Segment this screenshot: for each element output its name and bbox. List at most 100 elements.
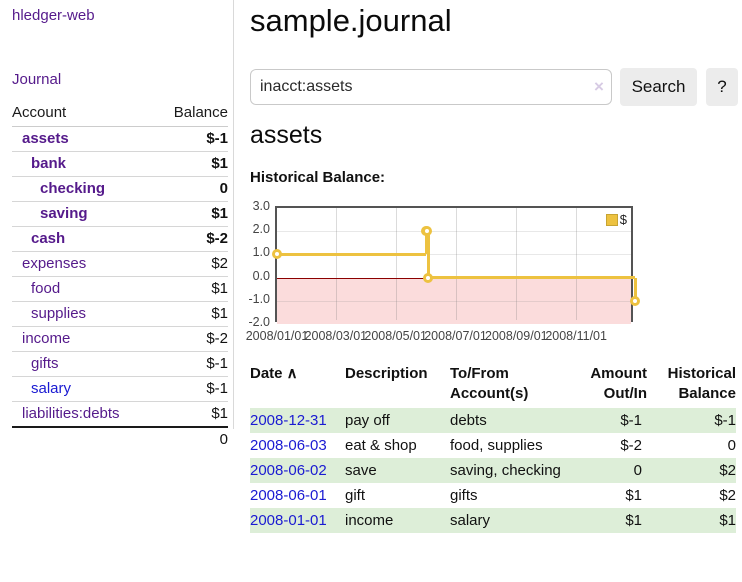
register-col-header-line1: Historical xyxy=(667,365,736,382)
register-row: 2008-06-01 gift gifts $1 $2 xyxy=(250,483,736,508)
x-axis-tick-label: 2008/11/01 xyxy=(545,329,607,343)
chart-gridline xyxy=(395,208,397,320)
chart-data-point xyxy=(272,249,282,260)
account-name-cell: gifts xyxy=(12,351,156,377)
transaction-date-link[interactable]: 2008-01-01 xyxy=(250,512,327,529)
register-col-header-line1: Date ∧ xyxy=(250,365,298,382)
sidebar-account-link[interactable]: supplies xyxy=(31,305,87,322)
account-row: salary $-1 xyxy=(12,376,228,402)
chart-gridline xyxy=(277,254,631,256)
account-balance: $-2 xyxy=(155,226,228,252)
account-name-cell: salary xyxy=(12,376,156,402)
y-axis-tick-label: 2.0 xyxy=(252,222,270,237)
legend-label: $ xyxy=(619,212,627,227)
search-form: × Search ? xyxy=(250,68,742,106)
register-col-header: To/From Account(s) xyxy=(450,362,562,408)
clear-search-icon[interactable]: × xyxy=(594,77,604,96)
accounts-total-row: 0 xyxy=(12,426,228,452)
account-row: income $-2 xyxy=(12,326,228,352)
sidebar-account-link[interactable]: bank xyxy=(31,155,67,172)
register-description-cell: income xyxy=(345,508,450,533)
x-axis-tick-label: 2008/05/01 xyxy=(364,329,427,343)
chart-gridline xyxy=(576,208,578,320)
account-name-cell: supplies xyxy=(12,301,156,327)
chart-gridline xyxy=(277,300,631,302)
chart-line-segment xyxy=(277,252,427,256)
chart-line-segment xyxy=(633,277,637,301)
help-button[interactable]: ? xyxy=(706,68,738,106)
register-col-header: Amount Out/In xyxy=(562,362,647,408)
register-row: 2008-06-03 eat & shop food, supplies $-2 0 xyxy=(250,433,736,458)
account-balance: $1 xyxy=(155,301,228,327)
account-balance: $1 xyxy=(155,201,228,227)
transaction-date-link[interactable]: 2008-06-03 xyxy=(250,437,327,454)
sidebar-account-link[interactable]: assets xyxy=(22,130,69,147)
account-balance: $1 xyxy=(155,151,228,177)
register-col-header[interactable]: Date ∧ xyxy=(250,362,345,408)
transaction-date-link[interactable]: 2008-12-31 xyxy=(250,412,327,429)
register-date-cell: 2008-01-01 xyxy=(250,508,345,533)
account-row: checking 0 xyxy=(12,176,228,202)
account-name-cell: cash xyxy=(12,226,156,252)
account-row: bank $1 xyxy=(12,151,228,177)
register-date-cell: 2008-06-01 xyxy=(250,483,345,508)
register-col-header-line1: To/From xyxy=(450,365,509,382)
register-table: Date ∧ Description To/From Account(s) Amount… xyxy=(250,362,736,533)
account-heading: assets xyxy=(250,121,323,149)
sidebar-account-link[interactable]: checking xyxy=(40,180,106,197)
account-row: liabilities:debts $1 xyxy=(12,401,228,427)
account-name-cell: saving xyxy=(12,201,156,227)
sidebar-account-link[interactable]: saving xyxy=(40,205,88,222)
register-accounts-cell: debts xyxy=(450,408,562,433)
account-row: supplies $1 xyxy=(12,301,228,327)
sidebar-item-journal[interactable]: Journal xyxy=(12,71,62,88)
search-input[interactable] xyxy=(250,69,612,105)
register-date-cell: 2008-12-31 xyxy=(250,408,345,433)
chart-legend: $ xyxy=(605,212,627,227)
chart-line-segment xyxy=(426,231,430,278)
accounts-col-account: Account xyxy=(12,101,156,127)
sidebar-account-link[interactable]: gifts xyxy=(31,355,59,372)
account-row: food $1 xyxy=(12,276,228,302)
search-button[interactable]: Search xyxy=(620,68,697,106)
sidebar-account-link[interactable]: food xyxy=(31,280,61,297)
sort-asc-icon[interactable]: ∧ xyxy=(282,365,298,382)
account-name-cell: checking xyxy=(12,176,156,202)
chart-gridline xyxy=(455,208,457,320)
sidebar-divider xyxy=(233,0,234,429)
brand-link[interactable]: hledger-web xyxy=(12,7,95,24)
account-balance: $2 xyxy=(155,251,228,277)
register-amount-cell: $-1 xyxy=(562,408,647,433)
x-axis-tick-label: 2008/01/01 xyxy=(245,329,309,343)
x-axis-tick-label: 2008/03/01 xyxy=(304,329,368,343)
account-balance: $-1 xyxy=(155,376,228,402)
transaction-date-link[interactable]: 2008-06-02 xyxy=(250,462,327,479)
sidebar-account-link[interactable]: salary xyxy=(31,380,72,397)
sidebar-account-link[interactable]: liabilities:debts xyxy=(22,405,120,422)
account-balance: $1 xyxy=(155,276,228,302)
sidebar-account-link[interactable]: income xyxy=(22,330,71,347)
chart-gridline xyxy=(277,231,631,233)
account-balance: $-2 xyxy=(155,326,228,352)
chart-title: Historical Balance: xyxy=(250,169,386,186)
register-col-header: Historical Balance xyxy=(647,362,736,408)
register-description-cell: save xyxy=(345,458,450,483)
account-balance: 0 xyxy=(155,176,228,202)
sidebar-account-link[interactable]: cash xyxy=(31,230,66,247)
transaction-date-link[interactable]: 2008-06-01 xyxy=(250,487,327,504)
register-amount-cell: 0 xyxy=(562,458,647,483)
register-row: 2008-01-01 income salary $1 $1 xyxy=(250,508,736,533)
account-name-cell: food xyxy=(12,276,156,302)
accounts-table: Account Balance assets $-1 bank $1 checking 0… xyxy=(12,101,228,452)
register-col-header: Description xyxy=(345,362,450,408)
sidebar-account-link[interactable]: expenses xyxy=(22,255,87,272)
register-amount-cell: $-2 xyxy=(620,437,642,454)
account-balance: $-1 xyxy=(206,130,228,147)
register-date-cell: 2008-06-03 xyxy=(250,433,345,458)
register-col-header-line2: Balance xyxy=(678,385,736,402)
register-accounts-cell: food, supplies xyxy=(450,437,543,454)
account-row: assets $-1 xyxy=(12,127,228,152)
register-accounts-cell: saving, checking xyxy=(450,458,562,483)
account-row: expenses $2 xyxy=(12,251,228,277)
